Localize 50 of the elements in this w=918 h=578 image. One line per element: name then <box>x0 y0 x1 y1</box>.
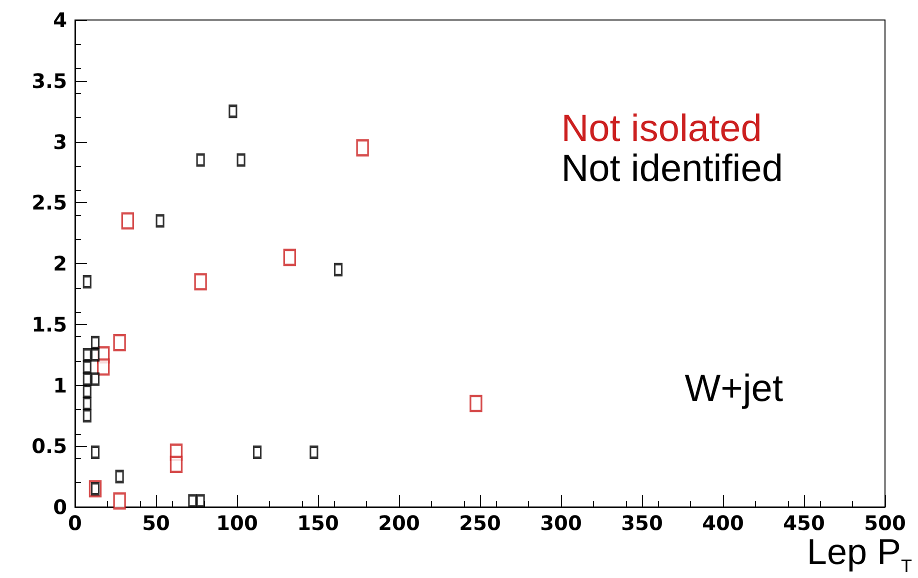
x-tick-label: 200 <box>378 511 420 535</box>
point <box>113 334 126 352</box>
point <box>113 492 126 510</box>
y-tick-label: 3.5 <box>32 68 67 93</box>
point <box>309 446 318 459</box>
point <box>252 446 262 459</box>
x-tick-label: 0 <box>68 511 82 535</box>
point <box>82 409 92 422</box>
x-tick-label: 400 <box>702 511 744 535</box>
point <box>283 248 296 266</box>
y-tick-label: 4 <box>53 8 67 32</box>
point <box>196 154 206 167</box>
y-tick-label: 1.5 <box>32 312 67 336</box>
point <box>121 212 134 230</box>
y-tick-label: 0.5 <box>32 434 67 458</box>
point <box>115 470 124 484</box>
x-tick-label: 150 <box>297 511 339 535</box>
point <box>170 456 183 473</box>
x-tick-label: 250 <box>459 511 501 535</box>
point <box>194 273 208 290</box>
point <box>82 397 92 410</box>
y-tick-label: 1 <box>53 373 67 398</box>
y-tick-label: 2.5 <box>32 190 67 215</box>
point <box>188 494 197 508</box>
annotation: W+jet <box>684 368 784 410</box>
point <box>469 395 482 412</box>
point <box>90 446 100 459</box>
text: Not isolated <box>561 108 762 150</box>
y-tick-label: 2 <box>53 252 67 276</box>
point <box>90 348 100 362</box>
point <box>334 263 343 276</box>
point <box>356 139 370 156</box>
x-tick-label: 350 <box>621 511 663 535</box>
point <box>90 336 100 350</box>
point <box>82 384 92 398</box>
point <box>82 372 92 386</box>
point <box>90 372 100 386</box>
point <box>156 214 165 228</box>
x-tick-label: 300 <box>540 511 582 535</box>
x-tick-label: 100 <box>216 511 258 535</box>
y-tick-label: 3 <box>53 130 67 154</box>
point <box>236 154 246 167</box>
x-tick-label: 50 <box>142 511 170 535</box>
y-tick-label: 0 <box>53 495 67 519</box>
point <box>96 358 110 376</box>
point <box>82 275 92 288</box>
point <box>228 104 238 118</box>
text: Not identified <box>561 148 784 190</box>
point <box>82 360 92 374</box>
point <box>196 494 206 508</box>
